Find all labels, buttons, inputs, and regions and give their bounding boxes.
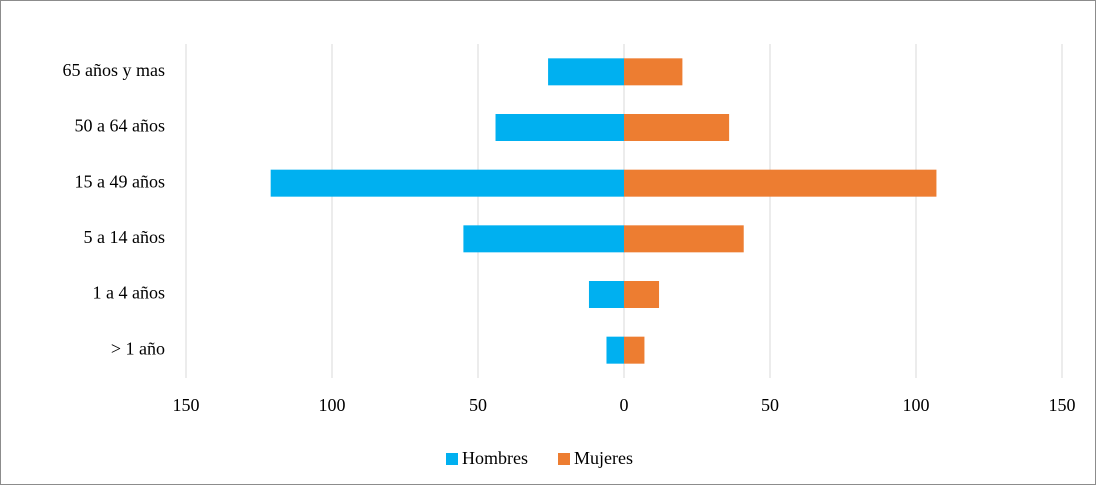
y-tick-label: 1 a 4 años	[93, 283, 165, 303]
bar	[624, 114, 730, 141]
y-tick-label: 5 a 14 años	[84, 227, 165, 247]
bar	[548, 58, 624, 86]
bar	[624, 58, 683, 86]
x-tick-label: 150	[1049, 395, 1076, 415]
bar	[624, 336, 645, 364]
y-tick-label: 65 años y mas	[63, 60, 166, 80]
x-tick-label: 150	[173, 395, 200, 415]
bar	[495, 114, 624, 141]
bar	[624, 169, 937, 197]
y-tick-label: 15 a 49 años	[75, 171, 165, 191]
bar	[624, 225, 744, 253]
x-tick-label: 50	[761, 395, 779, 415]
bar	[624, 281, 660, 308]
bar	[606, 336, 624, 364]
y-tick-label: > 1 año	[111, 338, 165, 358]
x-tick-label: 0	[620, 395, 629, 415]
legend-label: Hombres	[462, 448, 528, 468]
legend-label: Mujeres	[574, 448, 633, 468]
y-tick-label: 50 a 64 años	[75, 116, 165, 136]
x-tick-label: 100	[319, 395, 346, 415]
legend-swatch	[558, 453, 570, 465]
legend-swatch	[446, 453, 458, 465]
bar	[270, 169, 624, 197]
x-tick-label: 50	[469, 395, 487, 415]
bar	[463, 225, 624, 253]
x-tick-label: 100	[903, 395, 930, 415]
bar	[588, 281, 624, 308]
